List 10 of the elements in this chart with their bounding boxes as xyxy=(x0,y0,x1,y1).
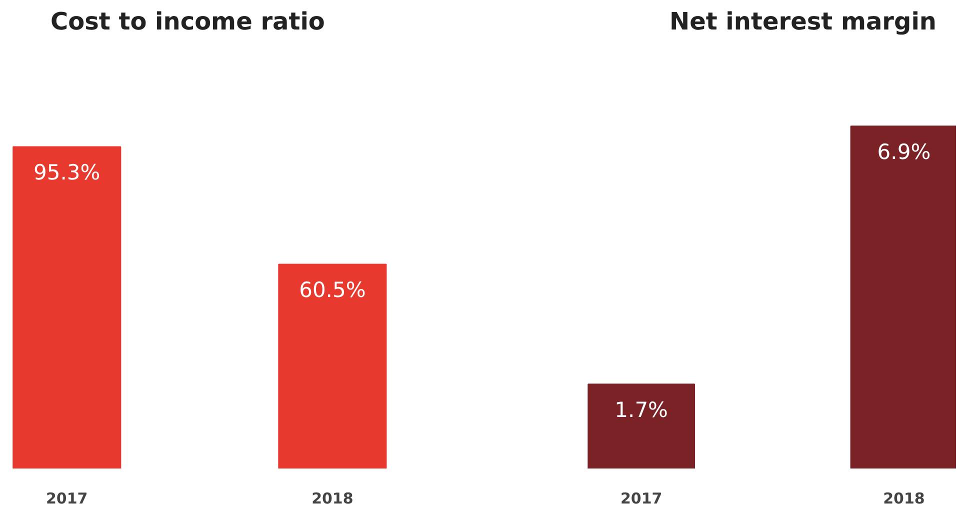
x-tick-label: 2017 xyxy=(620,490,662,506)
chart-title: Net interest margin xyxy=(669,8,937,36)
x-tick-label: 2017 xyxy=(46,490,88,506)
data-label: 1.7% xyxy=(614,398,668,422)
data-label: 60.5% xyxy=(299,278,366,302)
chart-title: Cost to income ratio xyxy=(50,8,325,36)
data-label: 6.9% xyxy=(877,140,931,164)
data-label: 95.3% xyxy=(34,160,100,185)
x-tick-label: 2018 xyxy=(312,490,354,506)
x-tick-label: 2018 xyxy=(883,490,925,506)
